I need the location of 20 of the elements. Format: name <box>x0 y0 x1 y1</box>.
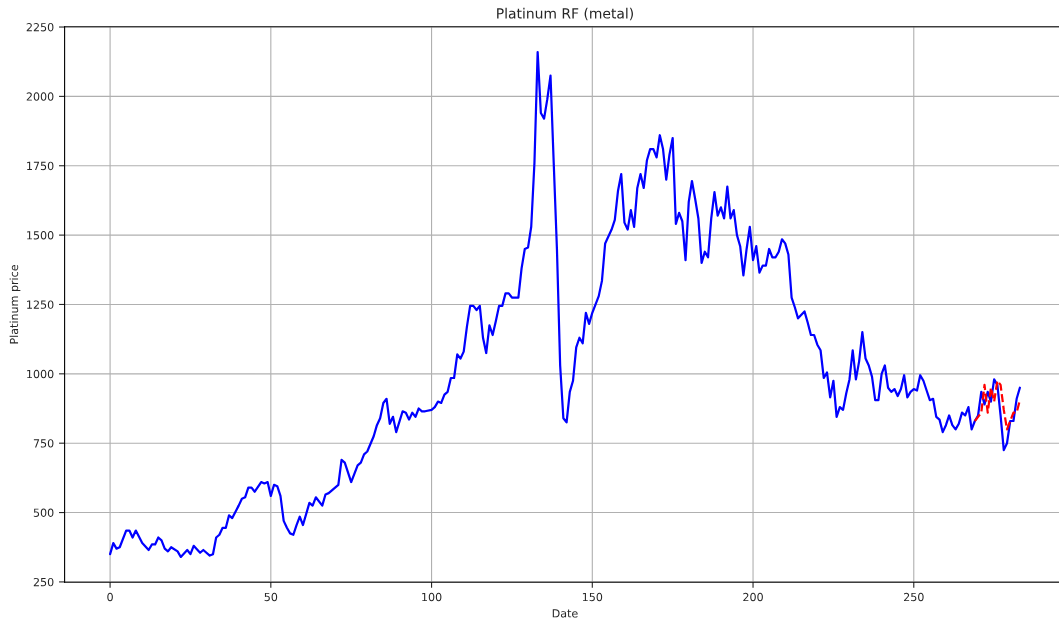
x-tick-label: 150 <box>582 592 603 602</box>
y-tick-label: 1250 <box>27 300 54 309</box>
y-tick-label: 1750 <box>27 161 54 171</box>
y-tick-label: 1500 <box>27 231 54 240</box>
y-axis-title: Platinum price <box>9 264 21 344</box>
line-series <box>108 50 1021 559</box>
y-tick-label: 2250 <box>26 23 54 32</box>
y-tick-label: 500 <box>33 508 54 517</box>
x-tick-label: 0 <box>107 592 113 602</box>
x-tick-label: 50 <box>264 592 278 602</box>
x-tick-label: 100 <box>422 592 442 602</box>
x-tick-label: 200 <box>743 592 763 602</box>
line-series <box>973 379 1021 431</box>
chart-title: Platinum RF (metal) <box>497 7 633 21</box>
x-axis-title: Date <box>552 609 578 618</box>
y-tick-label: 1000 <box>27 369 54 379</box>
x-tick-label: 250 <box>903 592 924 602</box>
y-tick-label: 750 <box>33 439 54 448</box>
y-tick-label: 2000 <box>26 92 54 101</box>
y-tick-label: 250 <box>33 577 54 587</box>
